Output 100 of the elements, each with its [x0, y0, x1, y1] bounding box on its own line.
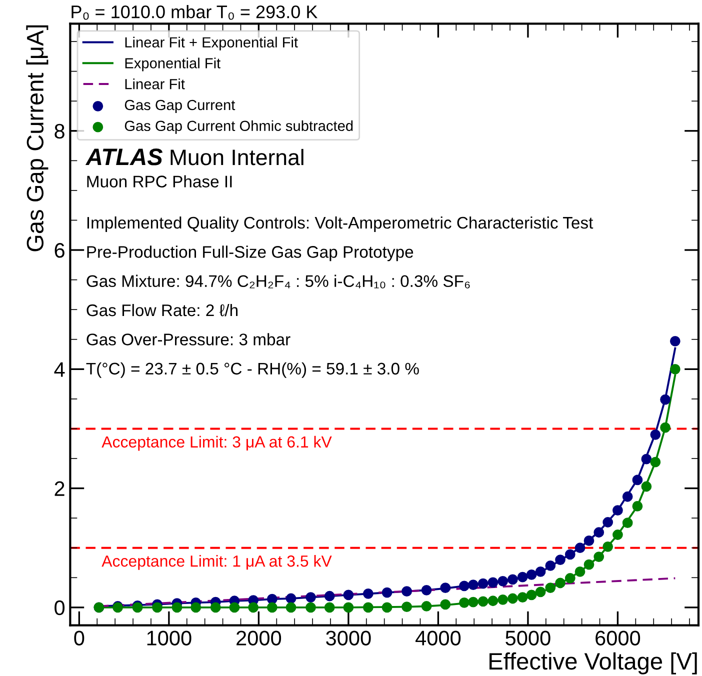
point — [584, 536, 594, 546]
point — [632, 474, 643, 486]
point — [229, 602, 240, 613]
point — [459, 597, 470, 608]
annotation: Gas Over-Pressure: 3 mbar — [86, 333, 290, 346]
y-tick-label: 4 — [54, 362, 65, 377]
point — [382, 602, 392, 613]
point — [362, 588, 374, 599]
point — [402, 586, 412, 597]
point — [535, 566, 546, 577]
point — [555, 554, 566, 565]
point — [343, 602, 354, 613]
x-tick-label: 0 — [74, 630, 84, 646]
annotation: ATLAS Muon Internal — [85, 148, 304, 166]
point — [468, 596, 478, 608]
point — [545, 560, 556, 571]
point — [468, 580, 478, 590]
point — [478, 578, 488, 589]
annotation: T(°C) = 23.7 ± 0.5 °C - RH(%) = 59.1 ± 3.0 % — [86, 362, 419, 378]
point — [324, 602, 335, 613]
point — [594, 552, 604, 562]
point — [266, 594, 278, 604]
x-tick-label: 6000 — [596, 630, 640, 646]
point — [286, 593, 296, 604]
point — [574, 542, 586, 554]
point — [641, 454, 652, 464]
y-tick-label: 8 — [54, 124, 64, 139]
point — [526, 569, 537, 580]
point — [612, 530, 623, 540]
point — [152, 602, 162, 613]
point — [670, 364, 680, 374]
x-tick-label: 4000 — [416, 630, 461, 646]
point — [488, 577, 498, 588]
point — [324, 590, 335, 602]
point — [421, 601, 432, 612]
y-tick-label: 2 — [54, 481, 64, 496]
point — [641, 481, 652, 492]
point — [478, 596, 488, 607]
point — [564, 573, 576, 584]
ref-line-label: Acceptance Limit: 3 μA at 6.1 kV — [102, 436, 332, 451]
point — [526, 590, 537, 600]
x-tick-label: 5000 — [506, 630, 550, 646]
point — [508, 574, 518, 585]
point — [508, 593, 518, 604]
point — [172, 602, 182, 613]
point — [660, 394, 670, 405]
point — [670, 336, 680, 346]
point — [650, 456, 661, 468]
point — [459, 580, 470, 592]
point — [555, 578, 566, 588]
x-tick-label: 3000 — [326, 630, 371, 646]
point — [650, 429, 661, 440]
point — [421, 584, 432, 596]
point — [440, 582, 451, 593]
point — [660, 422, 670, 433]
point — [488, 596, 498, 606]
annotation: Gas Flow Rate: 2 ℓ/h — [86, 304, 238, 316]
legend-label: Gas Gap Current Ohmic subtracted — [124, 120, 353, 134]
point — [343, 590, 354, 600]
chart-title: P₀ = 1010.0 mbar T₀ = 293.0 K — [72, 5, 318, 20]
point — [564, 549, 576, 560]
point — [602, 541, 614, 552]
x-axis-title: Effective Voltage [V] — [490, 652, 697, 674]
legend-label: Linear Fit — [125, 78, 185, 90]
point — [382, 587, 392, 598]
annotation: Implemented Quality Controls: Volt-Amperometric Characteristic Test — [87, 216, 594, 232]
point — [584, 559, 594, 570]
point — [622, 491, 633, 502]
point — [498, 594, 508, 605]
point — [574, 566, 586, 577]
ref-line-label: Acceptance Limit: 1 μA at 3.5 kV — [102, 555, 332, 570]
point — [306, 602, 316, 613]
point — [286, 602, 296, 613]
point — [517, 592, 528, 602]
annotation: Muon RPC Phase II — [87, 175, 232, 188]
point — [190, 602, 202, 613]
point — [306, 592, 316, 602]
x-tick-label: 2000 — [236, 630, 282, 646]
point — [248, 602, 258, 613]
point — [210, 602, 221, 613]
y-tick-label: 6 — [54, 243, 64, 258]
point — [498, 576, 508, 586]
point — [402, 602, 412, 612]
y-axis-title: Gas Gap Current [μA] — [26, 25, 48, 252]
point — [612, 505, 623, 516]
annotation: Gas Mixture: 94.7% C₂H₂F₄ : 5% i-C₄H₁₀ : 0.3% SF₆ — [86, 274, 470, 288]
legend-label: Gas Gap Current — [124, 100, 236, 114]
point — [535, 586, 546, 598]
point — [440, 599, 451, 610]
point — [602, 517, 614, 528]
point — [362, 602, 374, 613]
point — [266, 602, 278, 613]
y-tick-label: 0 — [54, 600, 65, 616]
point — [594, 527, 604, 538]
point — [545, 582, 556, 593]
x-tick-label: 1000 — [147, 630, 192, 646]
point — [517, 572, 528, 582]
annotation: Pre-Production Full-Size Gas Gap Prototype — [87, 246, 414, 262]
legend-label: Linear Fit + Exponential Fit — [125, 36, 298, 50]
point — [622, 518, 633, 528]
